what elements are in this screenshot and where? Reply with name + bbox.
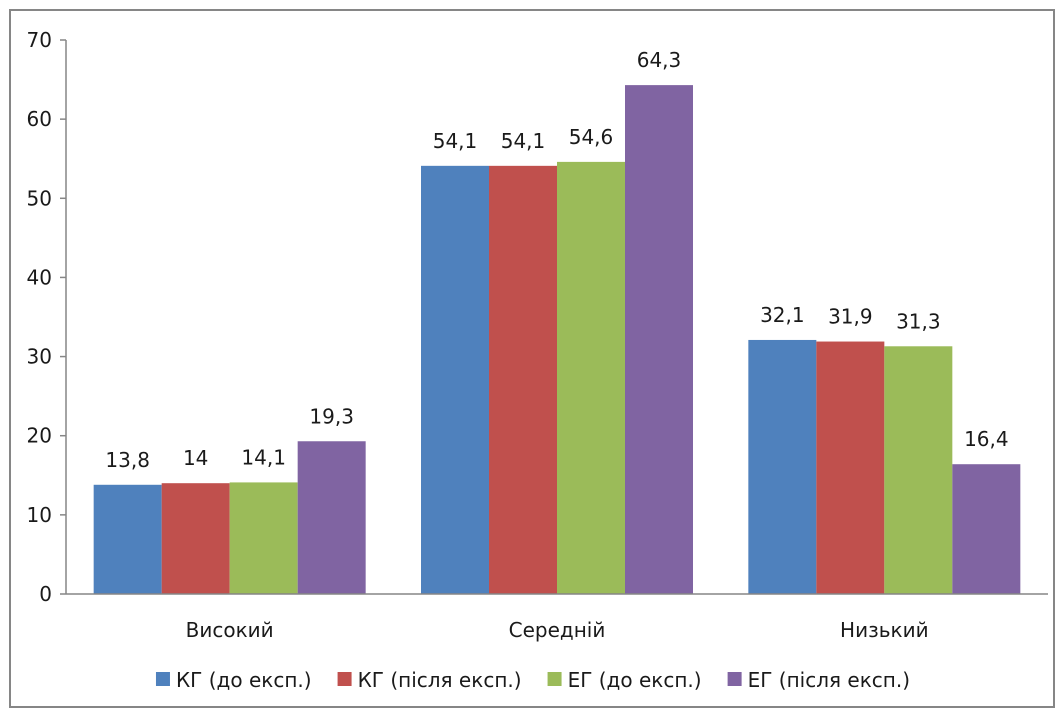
bar bbox=[625, 85, 693, 595]
legend-entry: КГ (після експ.) bbox=[358, 668, 522, 692]
bar bbox=[297, 441, 366, 594]
bar bbox=[816, 341, 885, 594]
y-tick-label: 60 bbox=[27, 107, 52, 131]
legend-entry: КГ (до експ.) bbox=[176, 668, 312, 692]
data-label: 14,1 bbox=[241, 445, 286, 469]
data-label: 64,3 bbox=[637, 48, 682, 72]
legend-swatch bbox=[337, 672, 352, 686]
data-label: 54,1 bbox=[433, 129, 478, 153]
x-tick-label: Низький bbox=[840, 618, 929, 642]
data-label: 13,8 bbox=[105, 448, 150, 472]
x-tick-label: Середній bbox=[509, 618, 606, 642]
data-label: 19,3 bbox=[309, 404, 354, 428]
y-tick-label: 70 bbox=[27, 28, 52, 52]
bar bbox=[161, 483, 230, 594]
bar bbox=[748, 339, 817, 594]
bar bbox=[93, 484, 162, 594]
legend-entry: ЕГ (до експ.) bbox=[568, 668, 702, 692]
data-label: 31,3 bbox=[896, 309, 941, 333]
bar bbox=[229, 482, 298, 594]
y-tick-label: 20 bbox=[27, 424, 52, 448]
data-label: 14 bbox=[183, 446, 208, 470]
y-tick-label: 40 bbox=[27, 265, 52, 289]
data-label: 54,1 bbox=[501, 129, 546, 153]
y-axis: 0 10 20 30 40 50 60 70 bbox=[27, 28, 67, 606]
y-tick-label: 30 bbox=[27, 345, 52, 369]
bar bbox=[557, 161, 625, 594]
bar bbox=[421, 165, 489, 594]
legend-swatch bbox=[547, 672, 562, 686]
bar bbox=[489, 165, 557, 594]
data-label: 16,4 bbox=[964, 427, 1009, 451]
y-tick-label: 50 bbox=[27, 186, 52, 210]
legend-swatch bbox=[155, 672, 170, 686]
bar bbox=[952, 464, 1021, 594]
y-tick-label: 0 bbox=[39, 582, 52, 606]
data-labels: 13,8 14 14,1 19,3 54,1 54,1 54,6 64,3 32,1 31,9 31… bbox=[105, 48, 1008, 472]
x-axis: Високий Середній Низький bbox=[66, 593, 1048, 642]
legend-swatch bbox=[727, 672, 742, 686]
data-label: 54,6 bbox=[569, 125, 614, 149]
legend-entry: ЕГ (після експ.) bbox=[748, 668, 910, 692]
x-tick-label: Високий bbox=[186, 618, 274, 642]
bars bbox=[93, 85, 1021, 595]
bar bbox=[884, 346, 953, 594]
y-tick-label: 10 bbox=[27, 503, 52, 527]
data-label: 32,1 bbox=[760, 303, 805, 327]
data-label: 31,9 bbox=[828, 305, 873, 329]
legend: КГ (до експ.) КГ (після експ.) ЕГ (до експ… bbox=[155, 668, 910, 692]
